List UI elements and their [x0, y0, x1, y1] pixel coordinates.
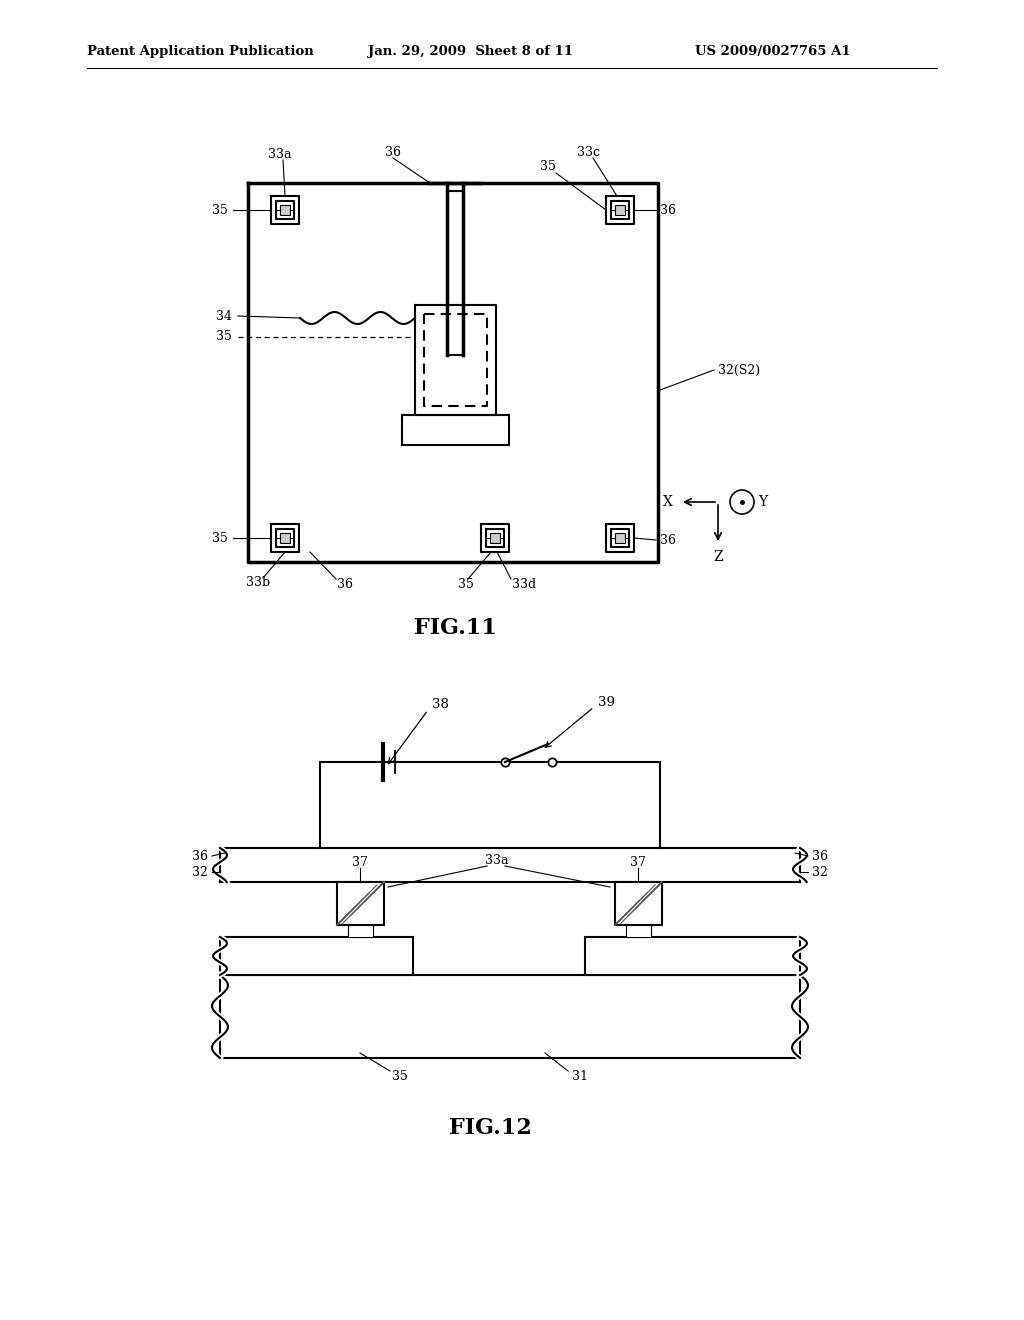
- Text: 36: 36: [337, 578, 353, 590]
- Text: 37: 37: [352, 855, 368, 869]
- Text: 33a: 33a: [268, 149, 292, 161]
- Bar: [615, 533, 625, 543]
- Text: FIG.12: FIG.12: [449, 1117, 531, 1139]
- Text: 32(S2): 32(S2): [718, 363, 760, 376]
- Text: 36: 36: [812, 850, 828, 862]
- Text: 35: 35: [392, 1069, 408, 1082]
- Text: 36: 36: [385, 145, 401, 158]
- Text: 31: 31: [572, 1069, 588, 1082]
- Text: 33c: 33c: [577, 145, 599, 158]
- Text: 36: 36: [660, 203, 676, 216]
- Bar: [615, 882, 662, 925]
- Text: 35: 35: [216, 330, 232, 343]
- Bar: [615, 205, 625, 215]
- Text: 35: 35: [458, 578, 474, 590]
- Text: US 2009/0027765 A1: US 2009/0027765 A1: [695, 45, 851, 58]
- Bar: [490, 533, 500, 543]
- Bar: [220, 975, 800, 1059]
- Text: 37: 37: [630, 855, 646, 869]
- Text: 38: 38: [432, 697, 449, 710]
- Text: Y: Y: [758, 495, 767, 510]
- Bar: [626, 925, 651, 937]
- Text: 33d: 33d: [512, 578, 537, 590]
- Text: 35: 35: [212, 532, 228, 544]
- Text: 36: 36: [193, 850, 208, 862]
- Bar: [337, 882, 384, 925]
- Text: 34: 34: [216, 309, 232, 322]
- Text: 36: 36: [660, 533, 676, 546]
- Bar: [220, 937, 413, 975]
- Text: 33a: 33a: [485, 854, 509, 866]
- Bar: [280, 533, 290, 543]
- Bar: [280, 205, 290, 215]
- Text: 35: 35: [212, 203, 228, 216]
- Text: 39: 39: [598, 696, 615, 709]
- Text: 32: 32: [812, 866, 827, 879]
- Text: Patent Application Publication: Patent Application Publication: [87, 45, 313, 58]
- Bar: [348, 925, 373, 937]
- Text: X: X: [664, 495, 673, 510]
- Text: FIG.11: FIG.11: [414, 616, 497, 639]
- Text: 32: 32: [193, 866, 208, 879]
- Text: Z: Z: [713, 550, 723, 564]
- Bar: [585, 937, 800, 975]
- Text: Jan. 29, 2009  Sheet 8 of 11: Jan. 29, 2009 Sheet 8 of 11: [368, 45, 573, 58]
- Text: 33b: 33b: [246, 577, 270, 590]
- Text: 35: 35: [540, 161, 556, 173]
